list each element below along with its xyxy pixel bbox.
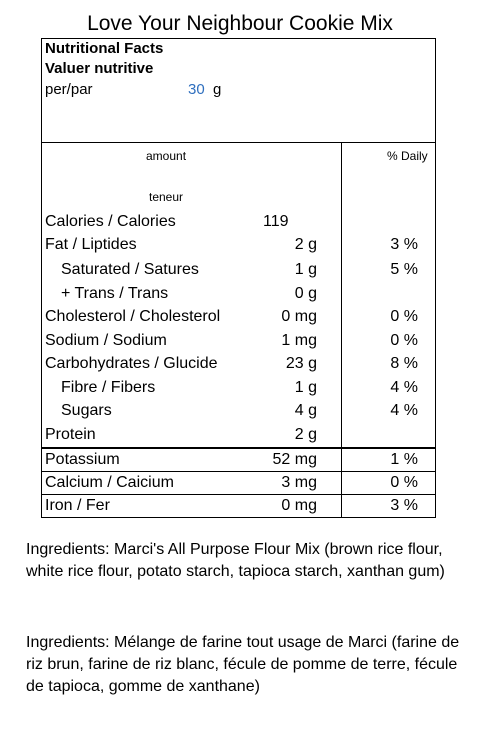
table-row: Calcium / Caicium 3 mg 0 % — [42, 472, 435, 495]
table-row: Calories / Calories 119 — [42, 211, 435, 234]
nutrient-name: Saturated / Satures — [61, 261, 199, 278]
table-row: Saturated / Satures 1 g 5 % — [42, 259, 435, 282]
table-row: Potassium 52 mg 1 % — [42, 449, 435, 472]
row-divider — [42, 471, 435, 472]
table-row: Sodium / Sodium 1 mg 0 % — [42, 330, 435, 353]
nutrient-name: Sodium / Sodium — [45, 332, 167, 349]
col-amount-header-fr: teneur — [149, 190, 184, 204]
serving-value: 30 — [188, 81, 205, 98]
nutrient-name: Calcium / Caicium — [45, 474, 174, 491]
table-row: Sugars 4 g 4 % — [42, 400, 435, 423]
nutrient-name: Potassium — [45, 451, 120, 468]
col-amount-header: amount — [146, 149, 187, 163]
nutrient-name: + Trans / Trans — [61, 285, 169, 302]
header-divider — [42, 142, 435, 143]
nutrient-amount: 119 — [263, 213, 289, 230]
serving-unit: g — [213, 81, 222, 98]
nutrient-amount: 52 mg — [272, 451, 317, 468]
nutrient-amount: 0 mg — [281, 308, 317, 325]
nutrient-amount: 1 g — [294, 379, 317, 396]
nutrition-label: Nutritional Facts Valuer nutritive per/p… — [41, 38, 436, 518]
ingredients-english: Ingredients: Marci's All Purpose Flour M… — [26, 541, 445, 580]
table-row: + Trans / Trans 0 g — [42, 283, 435, 306]
daily-column-divider — [341, 142, 342, 517]
nutrient-daily: 5 % — [390, 261, 418, 278]
serving-size: 30 g — [188, 81, 221, 99]
nutrient-name: Iron / Fer — [45, 497, 110, 514]
ingredients-french: Ingredients: Mélange de farine tout usag… — [26, 634, 460, 695]
nutrient-daily: 8 % — [390, 355, 418, 372]
table-row: Carbohydrates / Glucide 23 g 8 % — [42, 353, 435, 376]
nutrient-daily: 3 % — [390, 497, 418, 514]
table-row: Fat / Liptides 2 g 3 % — [42, 234, 435, 257]
col-daily-header: % Daily — [387, 149, 428, 163]
nutrient-amount: 0 g — [294, 285, 317, 302]
product-title: Love Your Neighbour Cookie Mix — [87, 12, 393, 35]
nutrient-name: Fat / Liptides — [45, 236, 137, 253]
nutrient-amount: 2 g — [294, 236, 317, 253]
nutrient-amount: 1 mg — [281, 332, 317, 349]
nutrient-daily: 1 % — [390, 451, 418, 468]
nutrient-name: Sugars — [61, 402, 112, 419]
nutrient-amount: 0 mg — [281, 497, 317, 514]
nutrient-daily: 3 % — [390, 236, 418, 253]
minerals-divider — [42, 447, 435, 449]
table-row: Iron / Fer 0 mg 3 % — [42, 495, 435, 518]
nutrient-daily: 4 % — [390, 402, 418, 419]
per-label: per/par — [45, 81, 93, 98]
nutrient-amount: 4 g — [294, 402, 317, 419]
table-row: Fibre / Fibers 1 g 4 % — [42, 377, 435, 400]
nutrient-name: Calories / Calories — [45, 213, 176, 230]
nutrient-name: Cholesterol / Cholesterol — [45, 308, 221, 325]
nutrient-name: Fibre / Fibers — [61, 379, 156, 396]
nutrient-amount: 2 g — [294, 426, 317, 443]
label-heading-fr: Valuer nutritive — [45, 60, 154, 77]
nutrient-daily: 0 % — [390, 332, 418, 349]
nutrient-name: Carbohydrates / Glucide — [45, 355, 218, 372]
table-row: Cholesterol / Cholesterol 0 mg 0 % — [42, 306, 435, 329]
nutrient-daily: 4 % — [390, 379, 418, 396]
label-heading-en: Nutritional Facts — [45, 40, 164, 57]
nutrient-name: Protein — [45, 426, 96, 443]
nutrient-amount: 23 g — [285, 355, 317, 372]
nutrient-amount: 1 g — [294, 261, 317, 278]
nutrient-amount: 3 mg — [281, 474, 317, 491]
nutrient-daily: 0 % — [390, 308, 418, 325]
row-divider — [42, 494, 435, 495]
table-row: Protein 2 g — [42, 424, 435, 447]
nutrient-daily: 0 % — [390, 474, 418, 491]
